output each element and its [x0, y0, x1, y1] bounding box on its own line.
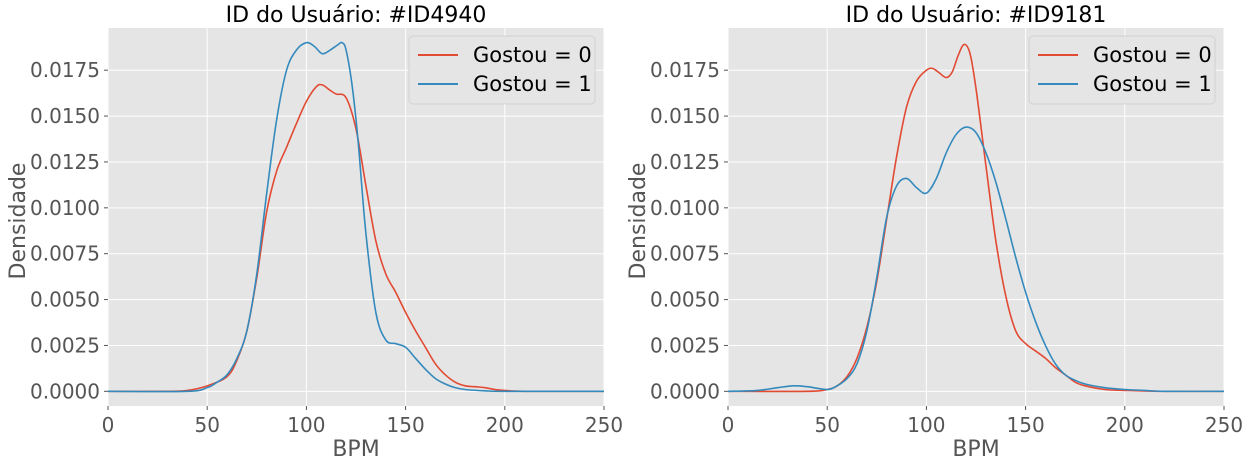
chart-1-title: ID do Usuário: #ID4940	[226, 3, 487, 28]
x-tick-label: 200	[486, 413, 524, 437]
y-tick-label: 0.0175	[650, 58, 720, 82]
chart-2-x-ticks: 0 50 100 150 200 250	[722, 406, 1243, 437]
series-line-gostou-1	[107, 41, 605, 393]
y-tick-label: 0.0050	[650, 288, 720, 312]
chart-1-x-axis-label: BPM	[332, 437, 379, 462]
y-tick-label: 0.0125	[650, 150, 720, 174]
y-tick-label: 0.0075	[650, 242, 720, 266]
chart-1-x-ticks: 0 50 100 150 200 250	[102, 406, 623, 437]
x-tick-label: 0	[722, 413, 735, 437]
x-tick-label: 0	[102, 413, 115, 437]
x-tick-label: 250	[1205, 413, 1243, 437]
chart-1-legend: Gostou = 0 Gostou = 1	[408, 35, 596, 105]
x-tick-label: 50	[194, 413, 219, 437]
x-tick-label: 150	[387, 413, 425, 437]
x-tick-label: 200	[1106, 413, 1144, 437]
x-tick-label: 150	[1007, 413, 1045, 437]
y-tick-label: 0.0125	[30, 150, 100, 174]
x-tick-label: 50	[814, 413, 839, 437]
x-tick-label: 250	[585, 413, 623, 437]
chart-2-y-ticks: 0.0000 0.0025 0.0050 0.0075 0.0100 0.0125 0.01…	[650, 58, 728, 403]
chart-2-lines	[727, 43, 1225, 393]
y-tick-label: 0.0025	[30, 333, 100, 357]
chart-2-legend-box	[1028, 35, 1216, 105]
y-tick-label: 0.0150	[650, 104, 720, 128]
y-tick-label: 0.0050	[30, 288, 100, 312]
chart-2-title: ID do Usuário: #ID9181	[846, 3, 1107, 28]
chart-1: 0 50 100 150 200 250 0.0000 0.0025 0.0050 0.0075…	[6, 3, 623, 462]
y-tick-label: 0.0100	[30, 196, 100, 220]
x-tick-label: 100	[287, 413, 325, 437]
chart-1-grid	[107, 28, 605, 406]
chart-1-y-ticks: 0.0000 0.0025 0.0050 0.0075 0.0100 0.0125 0.01…	[30, 58, 108, 403]
y-tick-label: 0.0000	[650, 379, 720, 403]
series-line-gostou-1	[727, 126, 1225, 393]
y-tick-label: 0.0150	[30, 104, 100, 128]
chart-1-lines	[107, 41, 605, 393]
y-tick-label: 0.0075	[30, 242, 100, 266]
chart-2-x-axis-label: BPM	[952, 437, 999, 462]
y-tick-label: 0.0025	[650, 333, 720, 357]
chart-2: 0 50 100 150 200 250 0.0000 0.0025 0.0050 0.0075…	[626, 3, 1243, 462]
chart-1-y-axis-label: Densidade	[6, 163, 31, 280]
chart-1-legend-label-gostou-1: Gostou = 1	[473, 72, 592, 96]
chart-2-legend-label-gostou-1: Gostou = 1	[1093, 72, 1212, 96]
y-tick-label: 0.0175	[30, 58, 100, 82]
chart-2-legend: Gostou = 0 Gostou = 1	[1028, 35, 1216, 105]
chart-1-legend-box	[408, 35, 596, 105]
chart-2-y-axis-label: Densidade	[626, 163, 651, 280]
chart-1-legend-label-gostou-0: Gostou = 0	[473, 43, 592, 67]
chart-2-legend-label-gostou-0: Gostou = 0	[1093, 43, 1212, 67]
x-tick-label: 100	[907, 413, 945, 437]
y-tick-label: 0.0100	[650, 196, 720, 220]
y-tick-label: 0.0000	[30, 379, 100, 403]
